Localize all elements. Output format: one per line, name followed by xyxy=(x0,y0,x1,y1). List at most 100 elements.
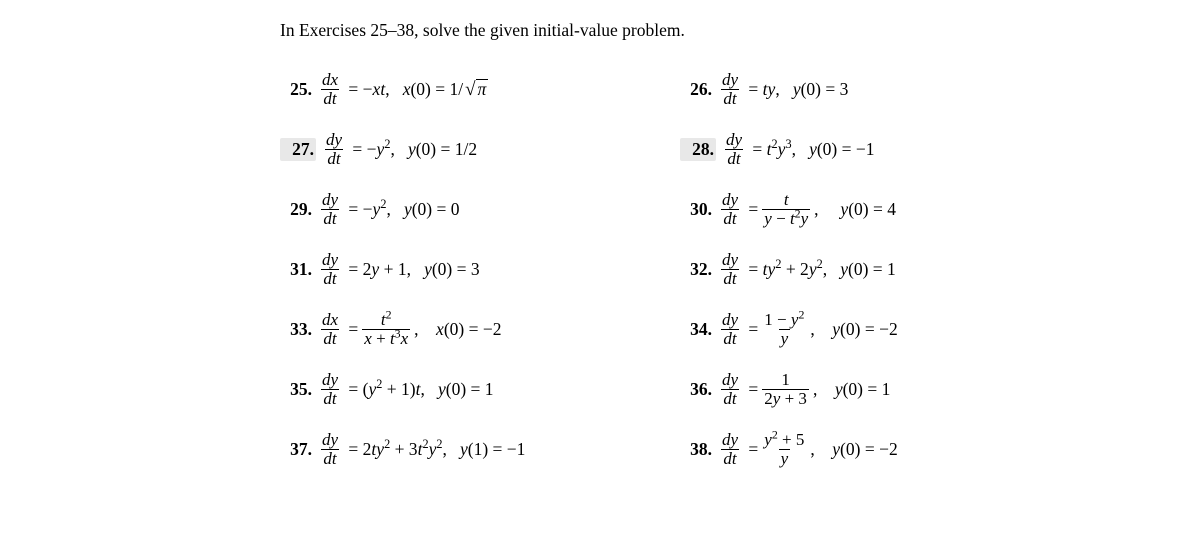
derivative: dy dt xyxy=(720,71,740,108)
frac-num: dy xyxy=(720,431,740,449)
frac-num: y2 + 5 xyxy=(762,431,806,449)
text: , y(0) = 1 xyxy=(813,379,890,400)
equation: dy dt = t y − t2y , y(0) = 4 xyxy=(718,191,896,228)
text: , y(0) = 4 xyxy=(814,199,896,220)
equation: dy dt = −y2, y(0) = 1/2 xyxy=(322,131,477,168)
frac-den: dt xyxy=(725,149,742,168)
frac-num: dx xyxy=(320,71,340,89)
derivative: dy dt xyxy=(724,131,744,168)
frac-num: t xyxy=(782,191,791,209)
problem-38: 38. dy dt = y2 + 5 y , y(0) = −2 xyxy=(680,419,1080,479)
frac-den: dt xyxy=(721,449,738,468)
frac-num: dy xyxy=(724,131,744,149)
frac-den: dt xyxy=(721,329,738,348)
derivative: dy dt xyxy=(320,191,340,228)
frac-num: dy xyxy=(720,71,740,89)
frac-num: dy xyxy=(720,311,740,329)
frac-num: dy xyxy=(320,191,340,209)
frac-num: dy xyxy=(720,251,740,269)
problem-number: 33. xyxy=(280,319,312,340)
frac-num: dy xyxy=(320,371,340,389)
problem-number: 27. xyxy=(280,138,316,161)
equation: dy dt = t2y3, y(0) = −1 xyxy=(722,131,875,168)
text: = (y2 + 1)t, y(0) = 1 xyxy=(344,379,494,400)
frac-den: dt xyxy=(321,209,338,228)
equation: dy dt = ty, y(0) = 3 xyxy=(718,71,848,108)
problem-32: 32. dy dt = ty2 + 2y2, y(0) = 1 xyxy=(680,239,1080,299)
derivative: dx dt xyxy=(320,311,340,348)
text: = ty, y(0) = 3 xyxy=(744,79,848,100)
derivative: dy dt xyxy=(720,251,740,288)
problem-26: 26. dy dt = ty, y(0) = 3 xyxy=(680,59,1080,119)
problem-28: 28. dy dt = t2y3, y(0) = −1 xyxy=(680,119,1080,179)
frac-den: y xyxy=(779,449,791,468)
frac-den: 2y + 3 xyxy=(762,389,809,408)
frac-den: dt xyxy=(721,389,738,408)
frac-den: dt xyxy=(721,89,738,108)
rhs-fraction: y2 + 5 y xyxy=(762,431,806,468)
text: , y(0) = −2 xyxy=(810,319,897,340)
frac-num: dy xyxy=(324,131,344,149)
equation: dx dt = t2 x + t3x , x(0) = −2 xyxy=(318,311,501,348)
text: = 2y + 1, y(0) = 3 xyxy=(344,259,480,280)
problem-number: 29. xyxy=(280,199,312,220)
problem-number: 25. xyxy=(280,79,312,100)
problem-number: 37. xyxy=(280,439,312,460)
derivative: dy dt xyxy=(320,431,340,468)
eq-sign: = xyxy=(744,199,758,220)
text: = ty2 + 2y2, y(0) = 1 xyxy=(744,259,896,280)
problem-number: 26. xyxy=(680,79,712,100)
equation: dy dt = −y2, y(0) = 0 xyxy=(318,191,460,228)
derivative: dy dt xyxy=(324,131,344,168)
text: = −y2, y(0) = 1/2 xyxy=(348,139,477,160)
problem-29: 29. dy dt = −y2, y(0) = 0 xyxy=(280,179,680,239)
problem-36: 36. dy dt = 1 2y + 3 , y(0) = 1 xyxy=(680,359,1080,419)
text: = t2y3, y(0) = −1 xyxy=(748,139,874,160)
problem-number: 28. xyxy=(680,138,716,161)
eq-sign: = xyxy=(344,319,358,340)
derivative: dy dt xyxy=(720,191,740,228)
derivative: dy dt xyxy=(720,311,740,348)
frac-num: t2 xyxy=(379,311,394,329)
equation: dy dt = 1 2y + 3 , y(0) = 1 xyxy=(718,371,890,408)
frac-den: y xyxy=(779,329,791,348)
frac-num: 1 − y2 xyxy=(762,311,806,329)
frac-num: dy xyxy=(720,191,740,209)
equation: dy dt = ty2 + 2y2, y(0) = 1 xyxy=(718,251,896,288)
frac-den: dt xyxy=(721,209,738,228)
problem-number: 32. xyxy=(680,259,712,280)
derivative: dy dt xyxy=(720,371,740,408)
equation: dx dt = −xt, x(0) = 1/ √π xyxy=(318,71,488,108)
page: In Exercises 25–38, solve the given init… xyxy=(0,0,1200,479)
eq-sign: = xyxy=(744,439,758,460)
frac-num: 1 xyxy=(779,371,792,389)
equation: dy dt = (y2 + 1)t, y(0) = 1 xyxy=(318,371,494,408)
problem-37: 37. dy dt = 2ty2 + 3t2y2, y(1) = −1 xyxy=(280,419,680,479)
derivative: dy dt xyxy=(720,431,740,468)
problem-27: 27. dy dt = −y2, y(0) = 1/2 xyxy=(280,119,680,179)
equation: dy dt = 1 − y2 y , y(0) = −2 xyxy=(718,311,898,348)
frac-den: dt xyxy=(721,269,738,288)
problem-number: 38. xyxy=(680,439,712,460)
rhs-fraction: t y − t2y xyxy=(762,191,810,228)
frac-den: dt xyxy=(325,149,342,168)
derivative: dy dt xyxy=(320,251,340,288)
rhs-fraction: t2 x + t3x xyxy=(362,311,410,348)
equation: dy dt = 2y + 1, y(0) = 3 xyxy=(318,251,480,288)
frac-den: dt xyxy=(321,389,338,408)
frac-num: dy xyxy=(320,431,340,449)
problem-33: 33. dx dt = t2 x + t3x , x(0) = −2 xyxy=(280,299,680,359)
eq-sign: = xyxy=(744,379,758,400)
rhs-fraction: 1 − y2 y xyxy=(762,311,806,348)
sqrt: √π xyxy=(465,79,488,99)
problem-number: 36. xyxy=(680,379,712,400)
text: , x(0) = −2 xyxy=(414,319,501,340)
problem-25: 25. dx dt = −xt, x(0) = 1/ √π xyxy=(280,59,680,119)
problem-number: 30. xyxy=(680,199,712,220)
instruction-text: In Exercises 25–38, solve the given init… xyxy=(280,20,1200,41)
problem-number: 31. xyxy=(280,259,312,280)
eq-sign: = xyxy=(744,319,758,340)
equation: dy dt = y2 + 5 y , y(0) = −2 xyxy=(718,431,898,468)
text: = −y2, y(0) = 0 xyxy=(344,199,459,220)
frac-den: dt xyxy=(321,329,338,348)
